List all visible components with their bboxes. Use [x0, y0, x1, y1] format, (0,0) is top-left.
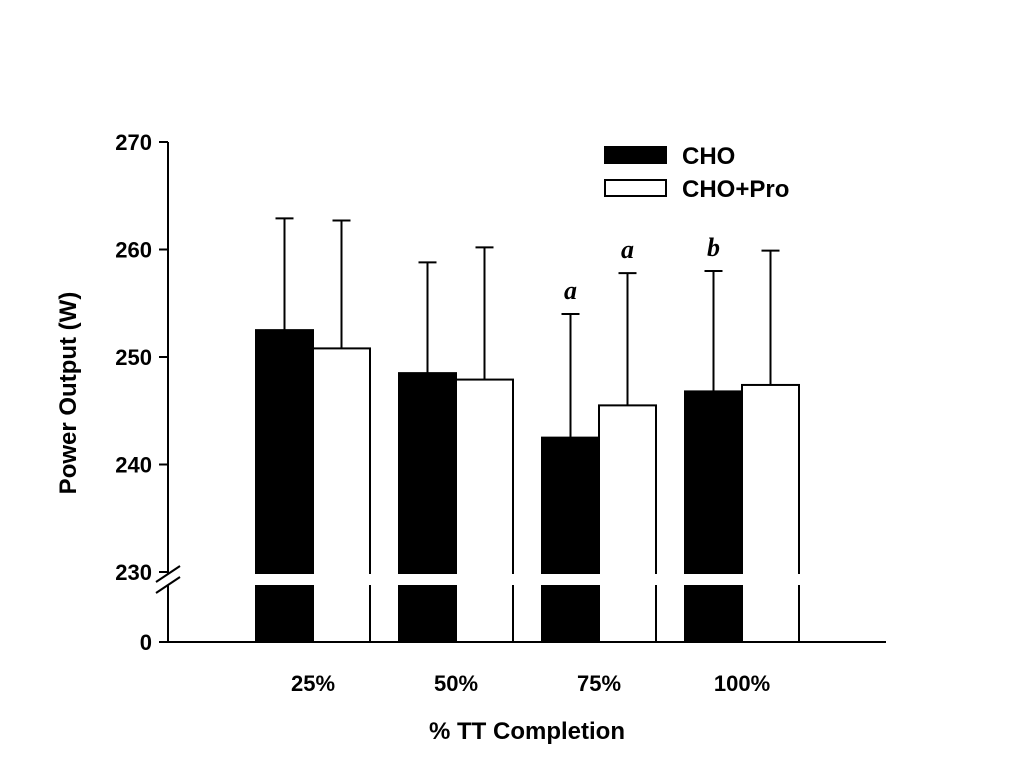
x-tick-label: 50%: [434, 671, 478, 696]
y-axis-title: Power Output (W): [55, 292, 82, 495]
bar-cho-1: [398, 372, 457, 643]
axis-break-mark: [155, 565, 181, 583]
axis-break-band: [156, 574, 816, 585]
significance-label: a: [564, 276, 577, 305]
y-tick-label: 230: [115, 560, 152, 585]
chart-axes: [155, 141, 886, 643]
bar-cho-pro-1: [455, 378, 514, 643]
chart-marks: [156, 217, 816, 643]
axis-break-mark: [155, 576, 181, 594]
bar-cho-pro-2: [598, 404, 657, 643]
x-tick-label: 75%: [577, 671, 621, 696]
y-tick-label: 270: [115, 130, 152, 155]
y-tick-label: 250: [115, 345, 152, 370]
bar-cho-0: [255, 329, 314, 643]
significance-label: a: [621, 235, 634, 264]
legend-label: CHO+Pro: [682, 176, 789, 203]
chart-labels: a b a 270 260 250 240 230 0 25% 50% 75% 100% % TT Com…: [55, 130, 770, 745]
legend-swatch-cho: [604, 146, 667, 164]
significance-label: b: [707, 233, 720, 262]
legend-label: CHO: [682, 143, 735, 170]
chart-legend: CHO CHO+Pro: [604, 143, 789, 203]
legend-swatch-cho-pro: [604, 179, 667, 197]
x-tick-label: 25%: [291, 671, 335, 696]
bar-cho-pro-0: [312, 347, 371, 643]
x-tick-label: 100%: [714, 671, 770, 696]
y-tick-label-zero: 0: [140, 630, 152, 655]
bar-cho-2: [541, 436, 600, 643]
bar-cho-3: [684, 390, 743, 643]
bar-cho-pro-3: [741, 383, 800, 643]
x-axis-title: % TT Completion: [429, 718, 625, 745]
y-tick-label: 240: [115, 453, 152, 478]
y-tick-label: 260: [115, 238, 152, 263]
